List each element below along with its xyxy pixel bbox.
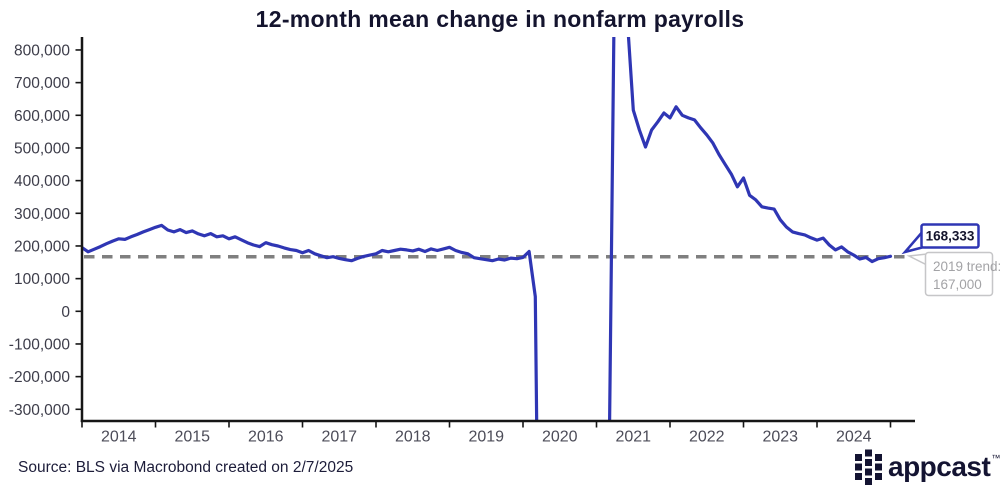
svg-text:-200,000: -200,000: [9, 369, 71, 386]
svg-text:-100,000: -100,000: [9, 336, 71, 353]
svg-text:800,000: 800,000: [14, 42, 70, 59]
svg-text:2014: 2014: [101, 429, 137, 446]
latest-value-callout-box: [920, 223, 980, 249]
svg-text:2018: 2018: [395, 429, 431, 446]
svg-text:2015: 2015: [174, 429, 210, 446]
svg-text:2019: 2019: [468, 429, 504, 446]
svg-text:2021: 2021: [615, 429, 651, 446]
appcast-logo-text: appcast: [888, 451, 991, 482]
trend-callout: 2019 trend: 167,000: [906, 251, 1000, 297]
svg-text:300,000: 300,000: [14, 206, 70, 223]
source-note: Source: BLS via Macrobond created on 2/7…: [18, 459, 354, 476]
trend-label-line1: 2019 trend:: [933, 259, 1000, 274]
latest-value-label: 168,333: [926, 229, 975, 244]
svg-text:2020: 2020: [542, 429, 578, 446]
svg-text:200,000: 200,000: [14, 238, 70, 255]
svg-text:2022: 2022: [689, 429, 725, 446]
chart-title: 12-month mean change in nonfarm payrolls: [255, 6, 745, 32]
trend-callout-box: [924, 251, 994, 297]
svg-text:500,000: 500,000: [14, 140, 70, 157]
trademark-symbol: ™: [991, 453, 1000, 463]
svg-text:2024: 2024: [836, 429, 872, 446]
svg-text:2016: 2016: [248, 429, 284, 446]
svg-text:2023: 2023: [762, 429, 798, 446]
trend-callout-pointer: [906, 253, 928, 267]
svg-text:600,000: 600,000: [14, 108, 70, 125]
svg-text:-300,000: -300,000: [9, 402, 71, 419]
svg-text:400,000: 400,000: [14, 173, 70, 190]
svg-text:700,000: 700,000: [14, 75, 70, 92]
appcast-logo: appcast ™: [855, 449, 1000, 486]
axis-ticks: 800,000 700,000 600,000 500,000 400,000 300,0…: [9, 42, 892, 446]
appcast-dot-grid-icon: [855, 449, 882, 485]
series-line: [82, 37, 893, 421]
svg-text:2017: 2017: [321, 429, 357, 446]
svg-text:100,000: 100,000: [14, 271, 70, 288]
latest-value-callout: 168,333: [901, 223, 980, 255]
trend-label-line2: 167,000: [933, 277, 982, 292]
svg-text:0: 0: [61, 304, 70, 321]
